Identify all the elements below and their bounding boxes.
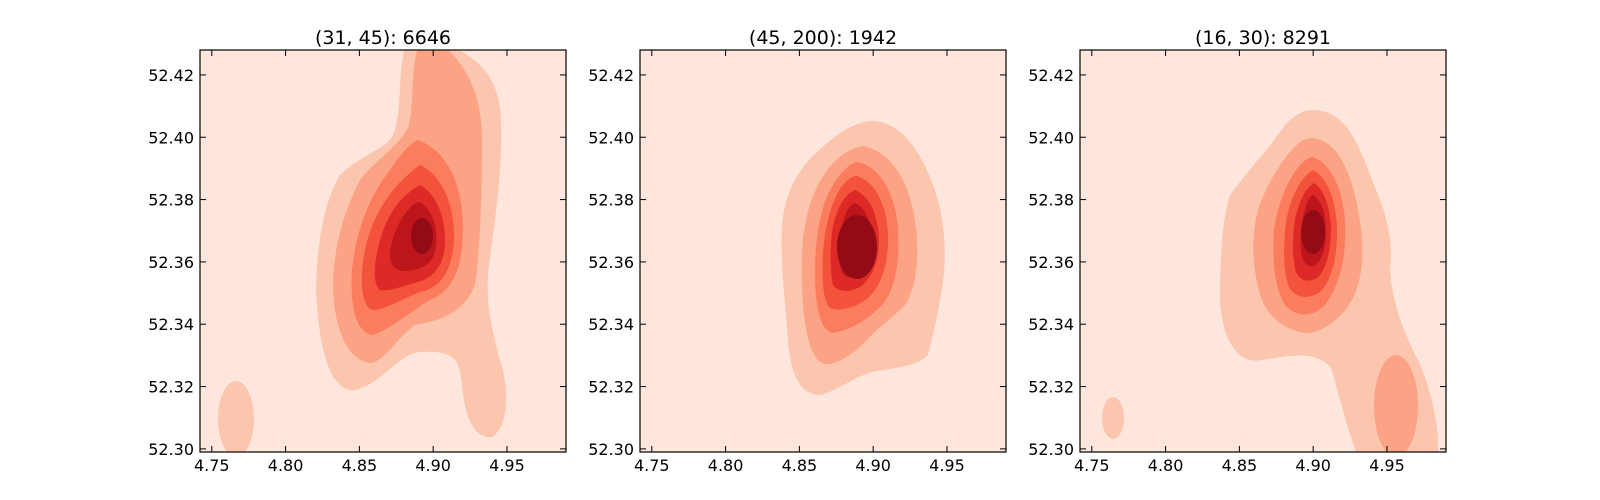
subplot-3-contours [1080,50,1446,452]
x-tick-label: 4.90 [1295,456,1331,475]
y-tick-label: 52.34 [588,315,634,334]
x-tick-label: 4.95 [489,456,525,475]
y-tick-label: 52.38 [588,191,634,210]
subplot-3-y-axis: 52.30 52.32 52.34 52.36 52.38 52.40 52.42 [1028,66,1446,459]
contour-secondary-mode-core [1374,355,1418,452]
subplot-2-y-axis: 52.30 52.32 52.34 52.36 52.38 52.40 52.42 [588,66,1006,459]
x-tick-label: 4.95 [1369,456,1405,475]
y-tick-label: 52.30 [588,440,634,459]
contour-peak [1301,210,1325,254]
subplot-3-x-axis: 4.75 4.80 4.85 4.90 4.95 [1074,50,1405,475]
subplot-2: (45, 200): 1942 4.75 4.80 4.85 4.90 4.95 52.… [588,27,1007,475]
y-tick-label: 52.34 [148,315,194,334]
y-tick-label: 52.40 [148,128,194,147]
subplot-2-frame [639,49,1007,453]
x-tick-label: 4.95 [929,456,965,475]
subplot-1-contours [200,50,566,452]
x-tick-label: 4.80 [708,456,744,475]
x-tick-label: 4.90 [855,456,891,475]
x-tick-label: 4.75 [194,456,230,475]
x-tick-label: 4.80 [268,456,304,475]
subplot-1-title: (31, 45): 6646 [315,27,451,49]
x-tick-label: 4.75 [1074,456,1110,475]
y-tick-label: 52.40 [1028,128,1074,147]
subplot-3-frame [1079,49,1447,453]
x-tick-label: 4.85 [1222,456,1258,475]
y-tick-label: 52.32 [1028,378,1074,397]
y-tick-label: 52.42 [148,66,194,85]
y-tick-label: 52.38 [1028,191,1074,210]
y-tick-label: 52.36 [148,253,194,272]
contour-peak [837,215,877,279]
subplot-3-title: (16, 30): 8291 [1195,27,1331,49]
subplot-3: (16, 30): 8291 4.75 4.80 4.85 4.90 4.95 52.3… [1028,27,1447,475]
y-tick-label: 52.32 [588,378,634,397]
y-tick-label: 52.32 [148,378,194,397]
subplot-1-y-axis: 52.30 52.32 52.34 52.36 52.38 52.40 52.42 [148,66,566,459]
contour-peak [411,218,433,254]
x-tick-label: 4.85 [342,456,378,475]
subplot-2-x-axis: 4.75 4.80 4.85 4.90 4.95 [634,50,965,475]
y-tick-label: 52.30 [1028,440,1074,459]
x-tick-label: 4.75 [634,456,670,475]
y-tick-label: 52.42 [588,66,634,85]
subplot-1-frame [199,49,567,453]
y-tick-label: 52.36 [1028,253,1074,272]
y-tick-label: 52.34 [1028,315,1074,334]
y-tick-label: 52.42 [1028,66,1074,85]
y-tick-label: 52.36 [588,253,634,272]
subplot-2-contours [640,50,1006,452]
subplot-1: (31, 45): 6646 4.75 4.80 4.85 4.90 4.95 52.3… [148,27,567,475]
y-tick-label: 52.38 [148,191,194,210]
y-tick-label: 52.30 [148,440,194,459]
contour-secondary-mode [218,381,254,452]
contour-secondary-mode [1102,397,1124,439]
x-tick-label: 4.80 [1148,456,1184,475]
x-tick-label: 4.90 [415,456,451,475]
subplot-1-x-axis: 4.75 4.80 4.85 4.90 4.95 [194,50,525,475]
y-tick-label: 52.40 [588,128,634,147]
subplot-2-title: (45, 200): 1942 [749,27,897,49]
x-tick-label: 4.85 [782,456,818,475]
